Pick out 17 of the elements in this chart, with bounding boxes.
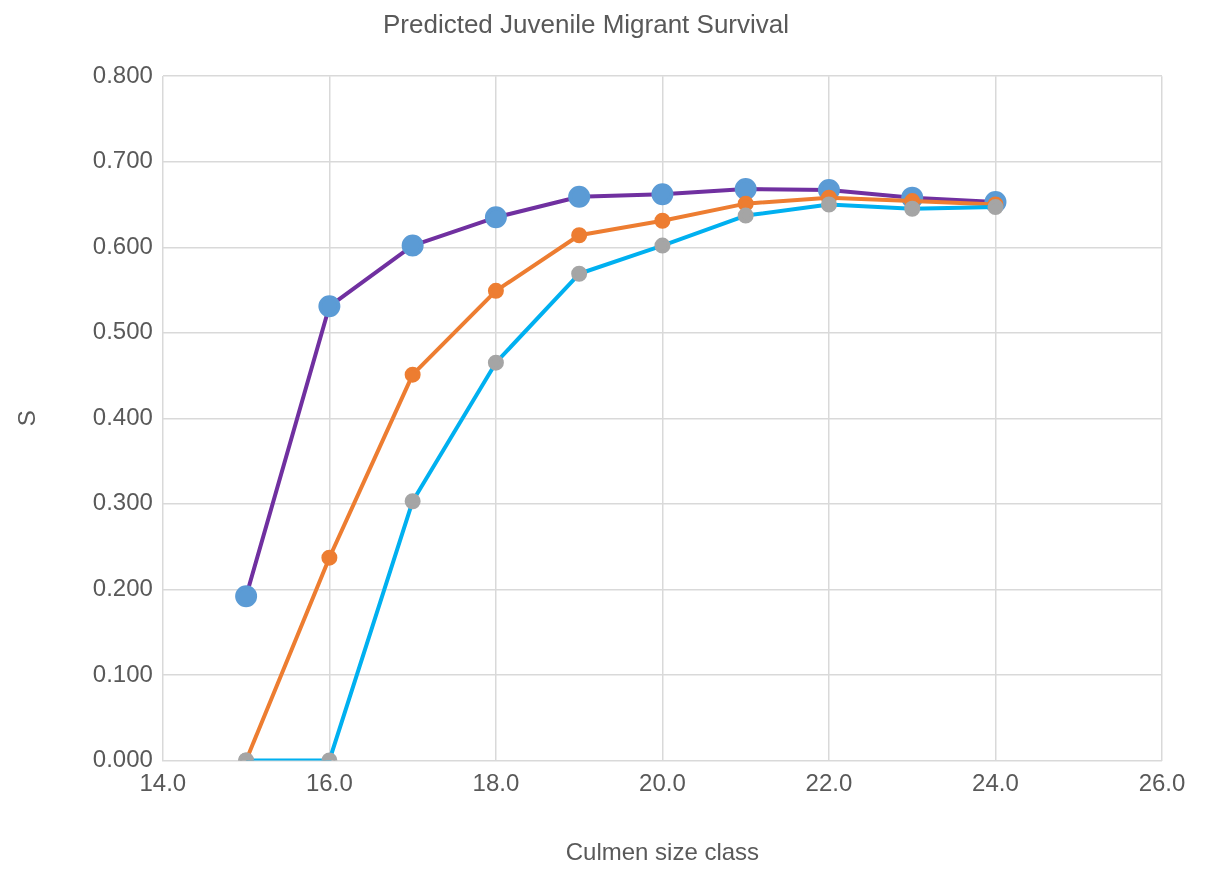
y-tick-label: 0.200: [92, 573, 153, 601]
y-axis-title: S: [13, 410, 41, 427]
y-tick-label: 0.300: [92, 488, 153, 516]
y-tick-label: 0.700: [92, 146, 153, 174]
y-tick-label: 0.400: [92, 402, 153, 430]
x-tick-label: 20.0: [639, 769, 686, 797]
x-tick-label: 26.0: [1138, 769, 1186, 797]
x-tick-label: 24.0: [972, 769, 1019, 797]
y-tick-label: 0.800: [92, 60, 153, 88]
x-tick-label: 16.0: [306, 769, 353, 797]
x-axis-title: Culmen size class: [565, 838, 760, 866]
y-tick-label: 0.600: [92, 231, 153, 259]
x-tick-label: 18.0: [472, 769, 520, 797]
y-tick-label: 0.100: [92, 659, 153, 687]
chart-title: Predicted Juvenile Migrant Survival: [382, 8, 790, 39]
y-tick-label: 0.500: [92, 317, 153, 345]
x-tick-label: 22.0: [805, 769, 853, 797]
